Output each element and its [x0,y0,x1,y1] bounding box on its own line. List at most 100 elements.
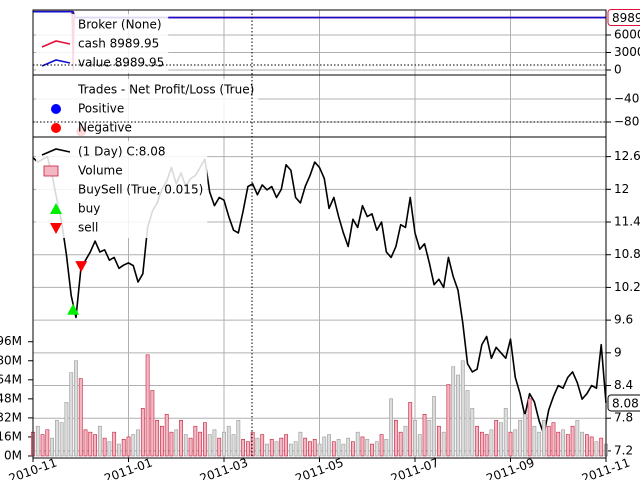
volume-bar [427,419,432,457]
volume-bar [422,414,427,457]
volume-bar [226,425,231,457]
volume-bar [546,425,551,457]
volume-bar [155,419,160,457]
volume-bar [193,425,198,457]
volume-bar [107,441,112,457]
volume-bar [384,439,389,457]
volume-bar [83,429,88,457]
volume-bar [537,431,542,457]
volume-bar [374,441,379,457]
volume-bar [341,443,346,457]
volume-bar [503,408,508,457]
volume-bar [131,434,136,457]
panel-frame [32,136,607,459]
volume-bar [470,408,475,457]
y-tick-label: 9 [614,345,622,359]
legend-label: Negative [78,121,132,135]
volume-bar [580,431,585,457]
y2-tick-label: 16M [0,429,22,443]
volume-bar [322,436,327,457]
volume-bar [88,431,93,457]
volume-bar [217,437,222,457]
volume-bar [398,431,403,457]
volume-bar [460,360,465,457]
volume-bar [179,419,183,457]
legend-label: value 8989.95 [78,56,164,70]
volume-bar [360,436,365,457]
legend-label: cash 8989.95 [78,37,159,51]
y-tick-label: 0 [614,63,622,77]
volume-bar [279,437,284,457]
volume-bar [413,419,417,457]
series-line [32,155,607,436]
volume-bar [222,431,226,457]
volume-bar [255,437,260,457]
volume-bar [145,354,150,457]
legend-marker [50,223,62,234]
legend-marker [43,165,59,177]
volume-bar [513,429,518,457]
volume-bar [274,441,279,457]
volume-bar [183,434,188,457]
volume-bar [150,390,155,457]
volume-bar [40,434,45,457]
volume-bar [231,434,236,457]
volume-bar [303,437,308,457]
volume-bar [527,398,532,457]
volume-bar [140,408,145,457]
volume-bar [494,419,499,457]
volume-bar [188,437,193,457]
volume-bar [346,437,351,457]
volume-bar [575,419,580,457]
data-marker [67,303,80,315]
legend-label: Positive [78,102,124,116]
volume-bar [599,437,604,457]
legend-marker [51,104,61,114]
legend-background [36,79,259,138]
volume-bar [436,425,441,457]
legend-label: BuySell (True, 0.015) [78,183,203,197]
volume-bar [379,434,384,457]
volume-bar [260,434,265,457]
volume-bar [465,390,470,457]
legend-marker [41,59,71,67]
volume-bar [403,425,408,457]
volume-bar [594,441,599,457]
volume-bar [35,425,40,457]
volume-bar [97,425,102,457]
volume-bar [284,434,288,457]
volume-bar [499,422,503,457]
volume-bar [269,439,274,457]
legend-marker [41,148,71,156]
y-tick-label: 7.2 [614,443,633,457]
volume-bar [64,402,69,457]
legend-label: (1 Day) C:8.08 [78,145,165,159]
legend-label: sell [78,221,98,235]
volume-bar [126,436,131,457]
volume-bar [446,384,451,457]
volume-bar [542,419,546,457]
legend-label: Broker (None) [78,18,162,32]
end-label: 8989.95 [612,11,640,25]
volume-bar [556,431,561,457]
volume-bar [489,429,494,457]
legend-background [36,14,169,73]
volume-bar [351,441,355,457]
y2-tick-label: 64M [0,372,22,386]
volume-bar [298,431,303,457]
y-tick-label: −80 [614,115,639,129]
volume-bar [456,374,460,457]
legend-label: Volume [78,164,123,178]
legend-label: Trades - Net Profit/Loss (True) [77,83,254,97]
end-label-box [607,9,640,27]
volume-bar [78,378,83,457]
legend-marker [51,123,61,133]
volume-bar [522,414,527,457]
volume-bar [479,431,484,457]
volume-bar [136,429,140,457]
y2-tick-label: 48M [0,391,22,405]
volume-bar [570,425,575,457]
legend-background [36,141,208,238]
volume-bar [74,360,78,457]
